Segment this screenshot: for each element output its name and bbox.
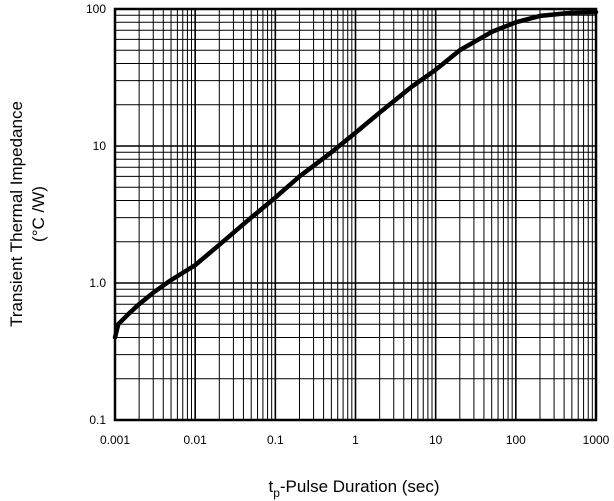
x-tick-label: 0.001	[100, 433, 130, 447]
x-tick-label: 0.01	[183, 433, 207, 447]
y-tick-label: 0.1	[89, 413, 106, 427]
x-tick-labels: 0.001 0.01 0.1 1 10 100 1000	[100, 433, 610, 447]
grid-lines	[114, 9, 596, 421]
x-tick-label: 10	[429, 433, 443, 447]
x-axis-label-subscript: p	[273, 486, 280, 500]
y-tick-label: 1.0	[89, 276, 106, 290]
plot-frame	[113, 7, 598, 422]
x-axis-label-rest: -Pulse Duration (sec)	[280, 477, 440, 496]
series-line	[112, 9, 599, 340]
x-tick-label: 0.1	[267, 433, 284, 447]
y-tick-label: 10	[93, 139, 107, 153]
y-axis-label-line1: Transient Thermal Impedance	[7, 101, 26, 327]
x-tick-label: 1	[352, 433, 359, 447]
series-layer	[112, 9, 599, 340]
y-axis-label-line2: (°C /W)	[29, 186, 48, 242]
x-tick-label: 1000	[583, 433, 610, 447]
x-tick-label: 100	[506, 433, 526, 447]
x-axis-label: tp-Pulse Duration (sec)	[268, 477, 439, 500]
y-tick-label: 100	[86, 2, 106, 16]
x-axis-label-main: t	[268, 477, 273, 496]
y-tick-labels: 0.1 1.0 10 100	[86, 2, 106, 427]
